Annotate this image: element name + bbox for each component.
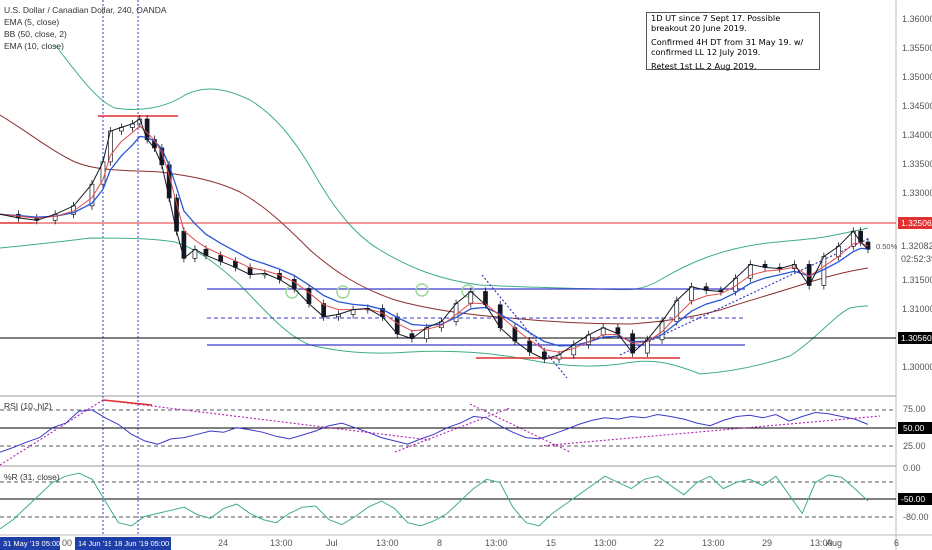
rsi-red-mark: [102, 399, 153, 406]
price-axis[interactable]: 1.36000 1.35500 1.35000 1.34500 1.34000 …: [902, 14, 932, 372]
wr-line: [0, 472, 869, 530]
price-tick: 1.30000: [902, 362, 932, 372]
candle-body: [674, 300, 680, 323]
date-badge-2-text: 14 Jun '19: [78, 539, 112, 548]
legend-bb: BB (50, close, 2): [4, 29, 67, 39]
time-tick: 00: [62, 538, 72, 548]
candle-body: [453, 303, 459, 323]
rsi-line: [0, 409, 869, 453]
rsi-tick: 25.00: [903, 441, 926, 451]
wr-current-badge: [898, 493, 932, 505]
wr-current-text: -50.00: [901, 494, 925, 504]
ema5-line: [0, 125, 869, 353]
time-tick: 13:00: [594, 538, 617, 548]
time-tick: 13:00: [810, 538, 833, 548]
touch-highlights: [285, 283, 475, 299]
chart-title: U.S. Dollar / Canadian Dollar, 240, OAND…: [4, 5, 167, 15]
date-badge-1-text: 31 May '19 05:00: [3, 539, 60, 548]
rsi-trend-2: [102, 399, 431, 441]
legend-ema10: EMA (10, close): [4, 41, 64, 51]
time-tick: 8: [437, 538, 442, 548]
annotation-note[interactable]: 1D UT since 7 Sept 17. Possible breakout…: [646, 12, 820, 71]
price-tick: 1.33500: [902, 159, 932, 169]
bb-upper: [54, 44, 869, 291]
price-tick: 1.35500: [902, 43, 932, 53]
support-badge: [898, 332, 932, 344]
rsi-tick: 75.00: [903, 404, 926, 414]
time-tick: 13:00: [485, 538, 508, 548]
rsi-trend-3: [394, 407, 511, 453]
rsi-current-text: 50.00: [903, 423, 925, 433]
resistance-badge: [898, 217, 932, 229]
time-tick: 13:00: [270, 538, 293, 548]
time-tick: 22: [654, 538, 664, 548]
price-tick: 1.31500: [902, 275, 932, 285]
time-tick: 29: [762, 538, 772, 548]
wr-tick: -80.00: [903, 512, 929, 522]
date-badge-2: [75, 537, 117, 550]
note-line-2: Confirmed 4H DT from 31 May 19. w/ confi…: [651, 37, 804, 57]
time-tick: 24: [218, 538, 228, 548]
legend-ema5: EMA (5, close): [4, 17, 59, 27]
time-tick: Aug: [826, 538, 842, 548]
note-line-3: Retest 1st LL 2 Aug 2019.: [651, 61, 757, 71]
note-line-1: 1D UT since 7 Sept 17. Possible breakout…: [651, 13, 781, 33]
price-tick: 1.36000: [902, 14, 932, 24]
wr-tick: 0.00: [903, 463, 921, 473]
time-tick: Jul: [326, 538, 338, 548]
trend-line-down: [481, 274, 568, 379]
candle-body: [689, 286, 694, 301]
candle-body: [483, 291, 488, 306]
pct-label: 0.50%: [876, 242, 898, 251]
rsi-trend-5: [539, 415, 881, 447]
candle-body: [394, 316, 400, 335]
rsi-trend-4: [469, 403, 571, 453]
ema10-line: [0, 135, 869, 347]
price-tick: 1.34000: [902, 130, 932, 140]
date-badge-3: [111, 537, 171, 550]
time-axis[interactable]: 00 24 13:00 Jul 13:00 8 13:00 15 13:00 2…: [62, 538, 899, 548]
rsi-trend-1: [0, 399, 104, 466]
resistance-badge-text: 1.32506: [901, 218, 932, 228]
countdown-label: 02:52:39: [901, 254, 932, 264]
date-badge-3-text: 18 Jun '19 05:00: [114, 539, 169, 548]
price-tick: 1.34500: [902, 101, 932, 111]
time-tick: 13:00: [702, 538, 725, 548]
last-price-label: 1.32082: [901, 241, 932, 251]
candle-body: [306, 288, 312, 304]
bb-middle: [0, 114, 869, 325]
rsi-current-badge: [898, 422, 932, 434]
price-tick: 1.31000: [902, 304, 932, 314]
bb-lower: [0, 237, 869, 375]
legend-rsi: RSI (10, hl2): [4, 401, 52, 411]
time-tick: 13:00: [376, 538, 399, 548]
time-tick: 6: [894, 538, 899, 548]
support-badge-text: 1.30560: [901, 333, 932, 343]
price-line: [0, 118, 869, 360]
time-tick: 15: [546, 538, 556, 548]
date-badge-1: [0, 537, 60, 550]
price-tick: 1.35000: [902, 72, 932, 82]
trend-line-up: [619, 237, 871, 356]
candle-body: [821, 256, 827, 286]
legend-wr: %R (31, close): [4, 472, 60, 482]
price-tick: 1.33000: [902, 188, 932, 198]
